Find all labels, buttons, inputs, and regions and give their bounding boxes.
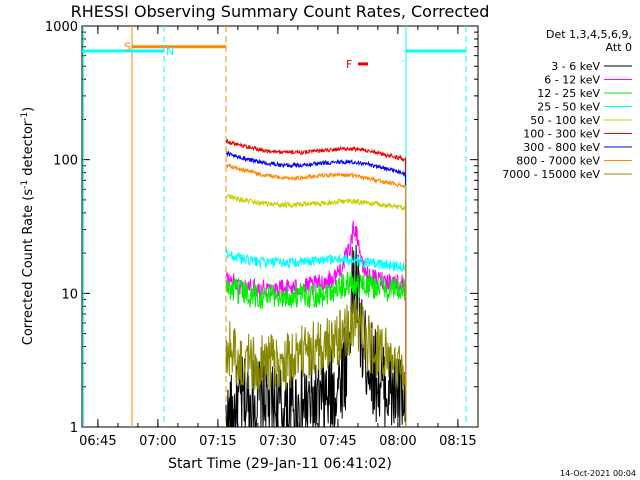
series-line-3: [225, 248, 407, 428]
y-axis-label-main: Corrected Count Rate (s: [21, 189, 36, 346]
legend-header: Det 1,3,4,5,6,9,: [546, 28, 632, 41]
legend-label: 100 - 300 keV: [523, 128, 600, 141]
y-axis-label-sup: -1: [20, 180, 30, 189]
chart-title: RHESSI Observing Summary Count Rates, Co…: [71, 2, 490, 21]
plot-frame: [81, 25, 479, 428]
state-label-n: N: [166, 45, 174, 58]
series-line-2: [225, 271, 407, 428]
x-tick-label: 07:45: [319, 434, 356, 449]
series-line-5: [225, 138, 407, 428]
x-tick-label: 07:30: [259, 434, 296, 449]
x-tick-label: 06:45: [79, 434, 116, 449]
series-layer: [225, 138, 407, 428]
axes-ticks: 1 10 100 1000 06:45 07:00 07:15 07:30 07:45 08:00…: [45, 20, 478, 449]
series-line-7: [225, 163, 407, 428]
legend-label: 7000 - 15000 keV: [502, 168, 600, 181]
legend-label: 50 - 100 keV: [530, 114, 600, 127]
legend-label: 25 - 50 keV: [537, 101, 600, 114]
state-label-f: F: [346, 58, 352, 71]
y-axis-label: Corrected Count Rate (s-1 detector-1): [20, 107, 36, 345]
y-axis-label-mid: detector: [21, 120, 36, 180]
legend-label: 300 - 800 keV: [523, 141, 600, 154]
series-line-6: [225, 150, 407, 428]
legend-label: 12 - 25 keV: [537, 87, 600, 100]
legend-label: 800 - 7000 keV: [516, 155, 600, 168]
x-tick-label: 07:00: [139, 434, 176, 449]
legend-label: 3 - 6 keV: [551, 60, 600, 73]
y-axis-label-sup2: -1: [20, 112, 30, 121]
x-tick-label: 07:15: [199, 434, 236, 449]
x-axis-label: Start Time (29-Jan-11 06:41:02): [168, 456, 392, 472]
series-line-8: [225, 300, 407, 428]
state-label-s: S: [124, 41, 131, 54]
legend-label: 6 - 12 keV: [544, 74, 600, 87]
x-tick-label: 08:15: [439, 434, 476, 449]
legend-attenuator: Att 0: [606, 41, 632, 54]
y-tick-label: 1000: [45, 20, 78, 35]
footer-timestamp: 14-Oct-2021 00:04: [560, 469, 636, 478]
series-line-4: [225, 193, 407, 428]
y-tick-label: 1: [70, 421, 78, 436]
x-tick-label: 08:00: [379, 434, 416, 449]
y-tick-label: 100: [53, 154, 78, 169]
y-tick-label: 10: [61, 287, 78, 302]
y-axis-label-end: ): [21, 107, 36, 112]
series-line-0: [225, 244, 407, 428]
